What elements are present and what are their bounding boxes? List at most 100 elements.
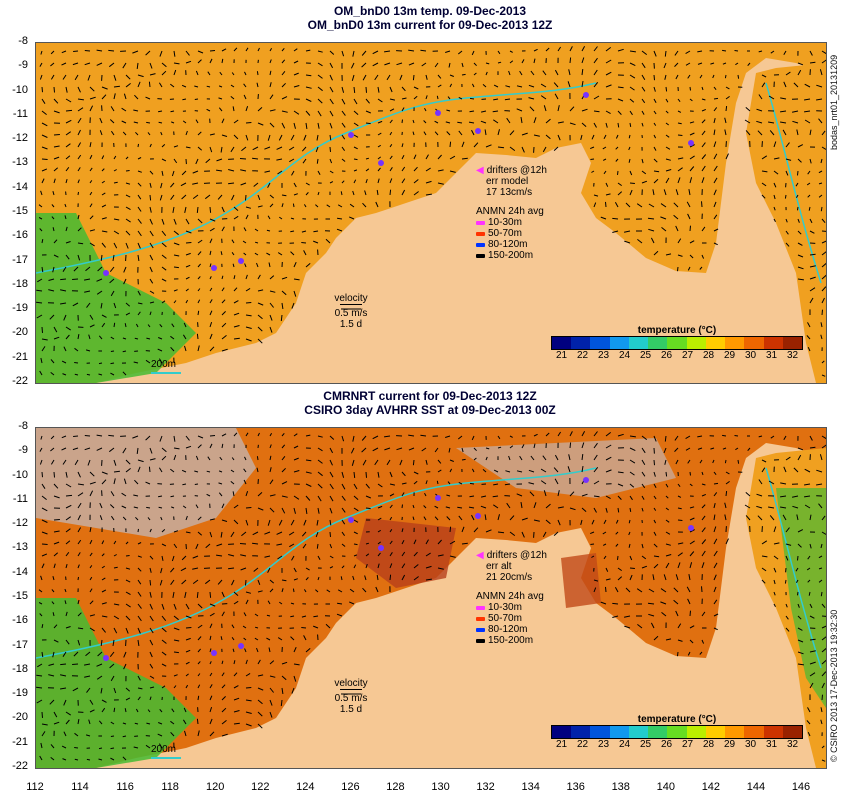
colorbar-tick-label: 29 — [723, 739, 736, 750]
current-arrow — [361, 62, 367, 68]
current-arrow — [53, 563, 56, 569]
ocean-layer — [36, 43, 826, 383]
current-arrow — [664, 74, 667, 80]
current-arrow — [533, 117, 537, 124]
current-arrow — [197, 146, 203, 151]
current-arrow — [269, 326, 273, 333]
current-arrow — [269, 203, 274, 208]
current-arrow — [689, 506, 695, 509]
current-arrow — [710, 62, 715, 65]
current-arrow — [89, 588, 93, 593]
current-arrow — [86, 758, 91, 761]
current-arrow — [281, 588, 284, 593]
current-arrow — [329, 158, 333, 164]
current-arrow — [768, 480, 775, 485]
current-arrow — [161, 242, 167, 248]
current-arrow — [647, 602, 655, 605]
current-arrow — [605, 47, 612, 52]
current-arrow — [77, 242, 84, 245]
current-arrow — [768, 95, 775, 100]
current-arrow — [689, 529, 695, 533]
current-arrow — [108, 447, 115, 453]
current-arrow — [701, 201, 703, 208]
colorbar-tick-label: 27 — [681, 350, 694, 361]
current-arrow — [170, 579, 175, 585]
current-arrow — [553, 531, 559, 536]
current-arrow — [675, 459, 679, 465]
current-arrow — [425, 74, 428, 80]
current-arrow — [569, 491, 575, 497]
current-arrow — [745, 107, 751, 112]
current-arrow — [713, 129, 716, 136]
current-arrow — [221, 134, 228, 137]
current-arrow — [145, 481, 151, 485]
current-arrow — [209, 635, 212, 641]
current-arrow — [713, 574, 717, 581]
current-arrow — [101, 94, 107, 100]
cool-water-patch — [36, 213, 196, 383]
current-arrow — [122, 447, 127, 454]
colorbar-swatch — [667, 726, 687, 738]
current-arrow — [449, 468, 453, 473]
current-arrow — [624, 625, 631, 629]
current-arrow — [591, 555, 595, 558]
current-arrow — [98, 373, 103, 376]
current-arrow — [509, 515, 515, 521]
current-arrow — [648, 588, 655, 593]
current-arrow — [173, 254, 180, 257]
current-arrow — [197, 345, 200, 352]
current-arrow — [617, 86, 624, 89]
current-arrow — [197, 131, 202, 136]
current-arrow — [40, 190, 43, 196]
current-arrow — [113, 74, 117, 81]
current-arrow — [629, 567, 635, 569]
current-arrow — [173, 530, 179, 533]
current-arrow — [220, 146, 223, 153]
current-arrow — [65, 241, 71, 244]
current-arrow — [542, 531, 547, 538]
current-arrow — [797, 529, 804, 533]
current-arrow — [99, 117, 103, 124]
current-arrow — [110, 747, 115, 750]
current-arrow — [53, 336, 60, 340]
current-arrow — [98, 335, 103, 340]
current-arrow — [137, 591, 142, 597]
current-arrow — [617, 48, 624, 52]
current-arrow — [629, 483, 635, 488]
current-arrow — [341, 483, 346, 490]
current-arrow — [617, 191, 623, 196]
current-arrow — [665, 638, 672, 641]
current-arrow — [217, 579, 223, 585]
current-arrow — [125, 567, 131, 570]
current-arrow — [171, 708, 175, 713]
current-arrow — [64, 215, 67, 220]
current-arrow — [804, 468, 811, 473]
current-arrow — [352, 575, 355, 581]
current-arrow — [629, 495, 633, 501]
current-arrow — [497, 435, 501, 440]
current-arrow — [820, 206, 823, 212]
current-arrow — [146, 722, 151, 725]
current-arrow — [149, 182, 152, 188]
current-arrow — [699, 459, 703, 464]
current-arrow — [448, 447, 451, 453]
current-arrow — [545, 118, 551, 124]
current-arrow — [528, 97, 535, 100]
current-arrow — [197, 516, 202, 521]
current-arrow — [519, 70, 523, 76]
current-arrow — [424, 492, 427, 497]
lon-tick-label: 116 — [116, 781, 134, 793]
current-arrow — [725, 153, 729, 160]
current-arrow — [50, 744, 55, 749]
current-arrow — [605, 122, 608, 128]
current-arrow — [53, 86, 55, 93]
current-arrow — [254, 613, 259, 617]
current-arrow — [230, 481, 235, 485]
colorbar-swatch — [763, 726, 783, 738]
current-arrow — [52, 266, 55, 273]
current-arrow — [245, 274, 248, 280]
current-arrow — [554, 478, 559, 485]
current-arrow — [161, 447, 167, 453]
current-arrow — [804, 110, 811, 113]
current-arrow — [269, 660, 275, 665]
